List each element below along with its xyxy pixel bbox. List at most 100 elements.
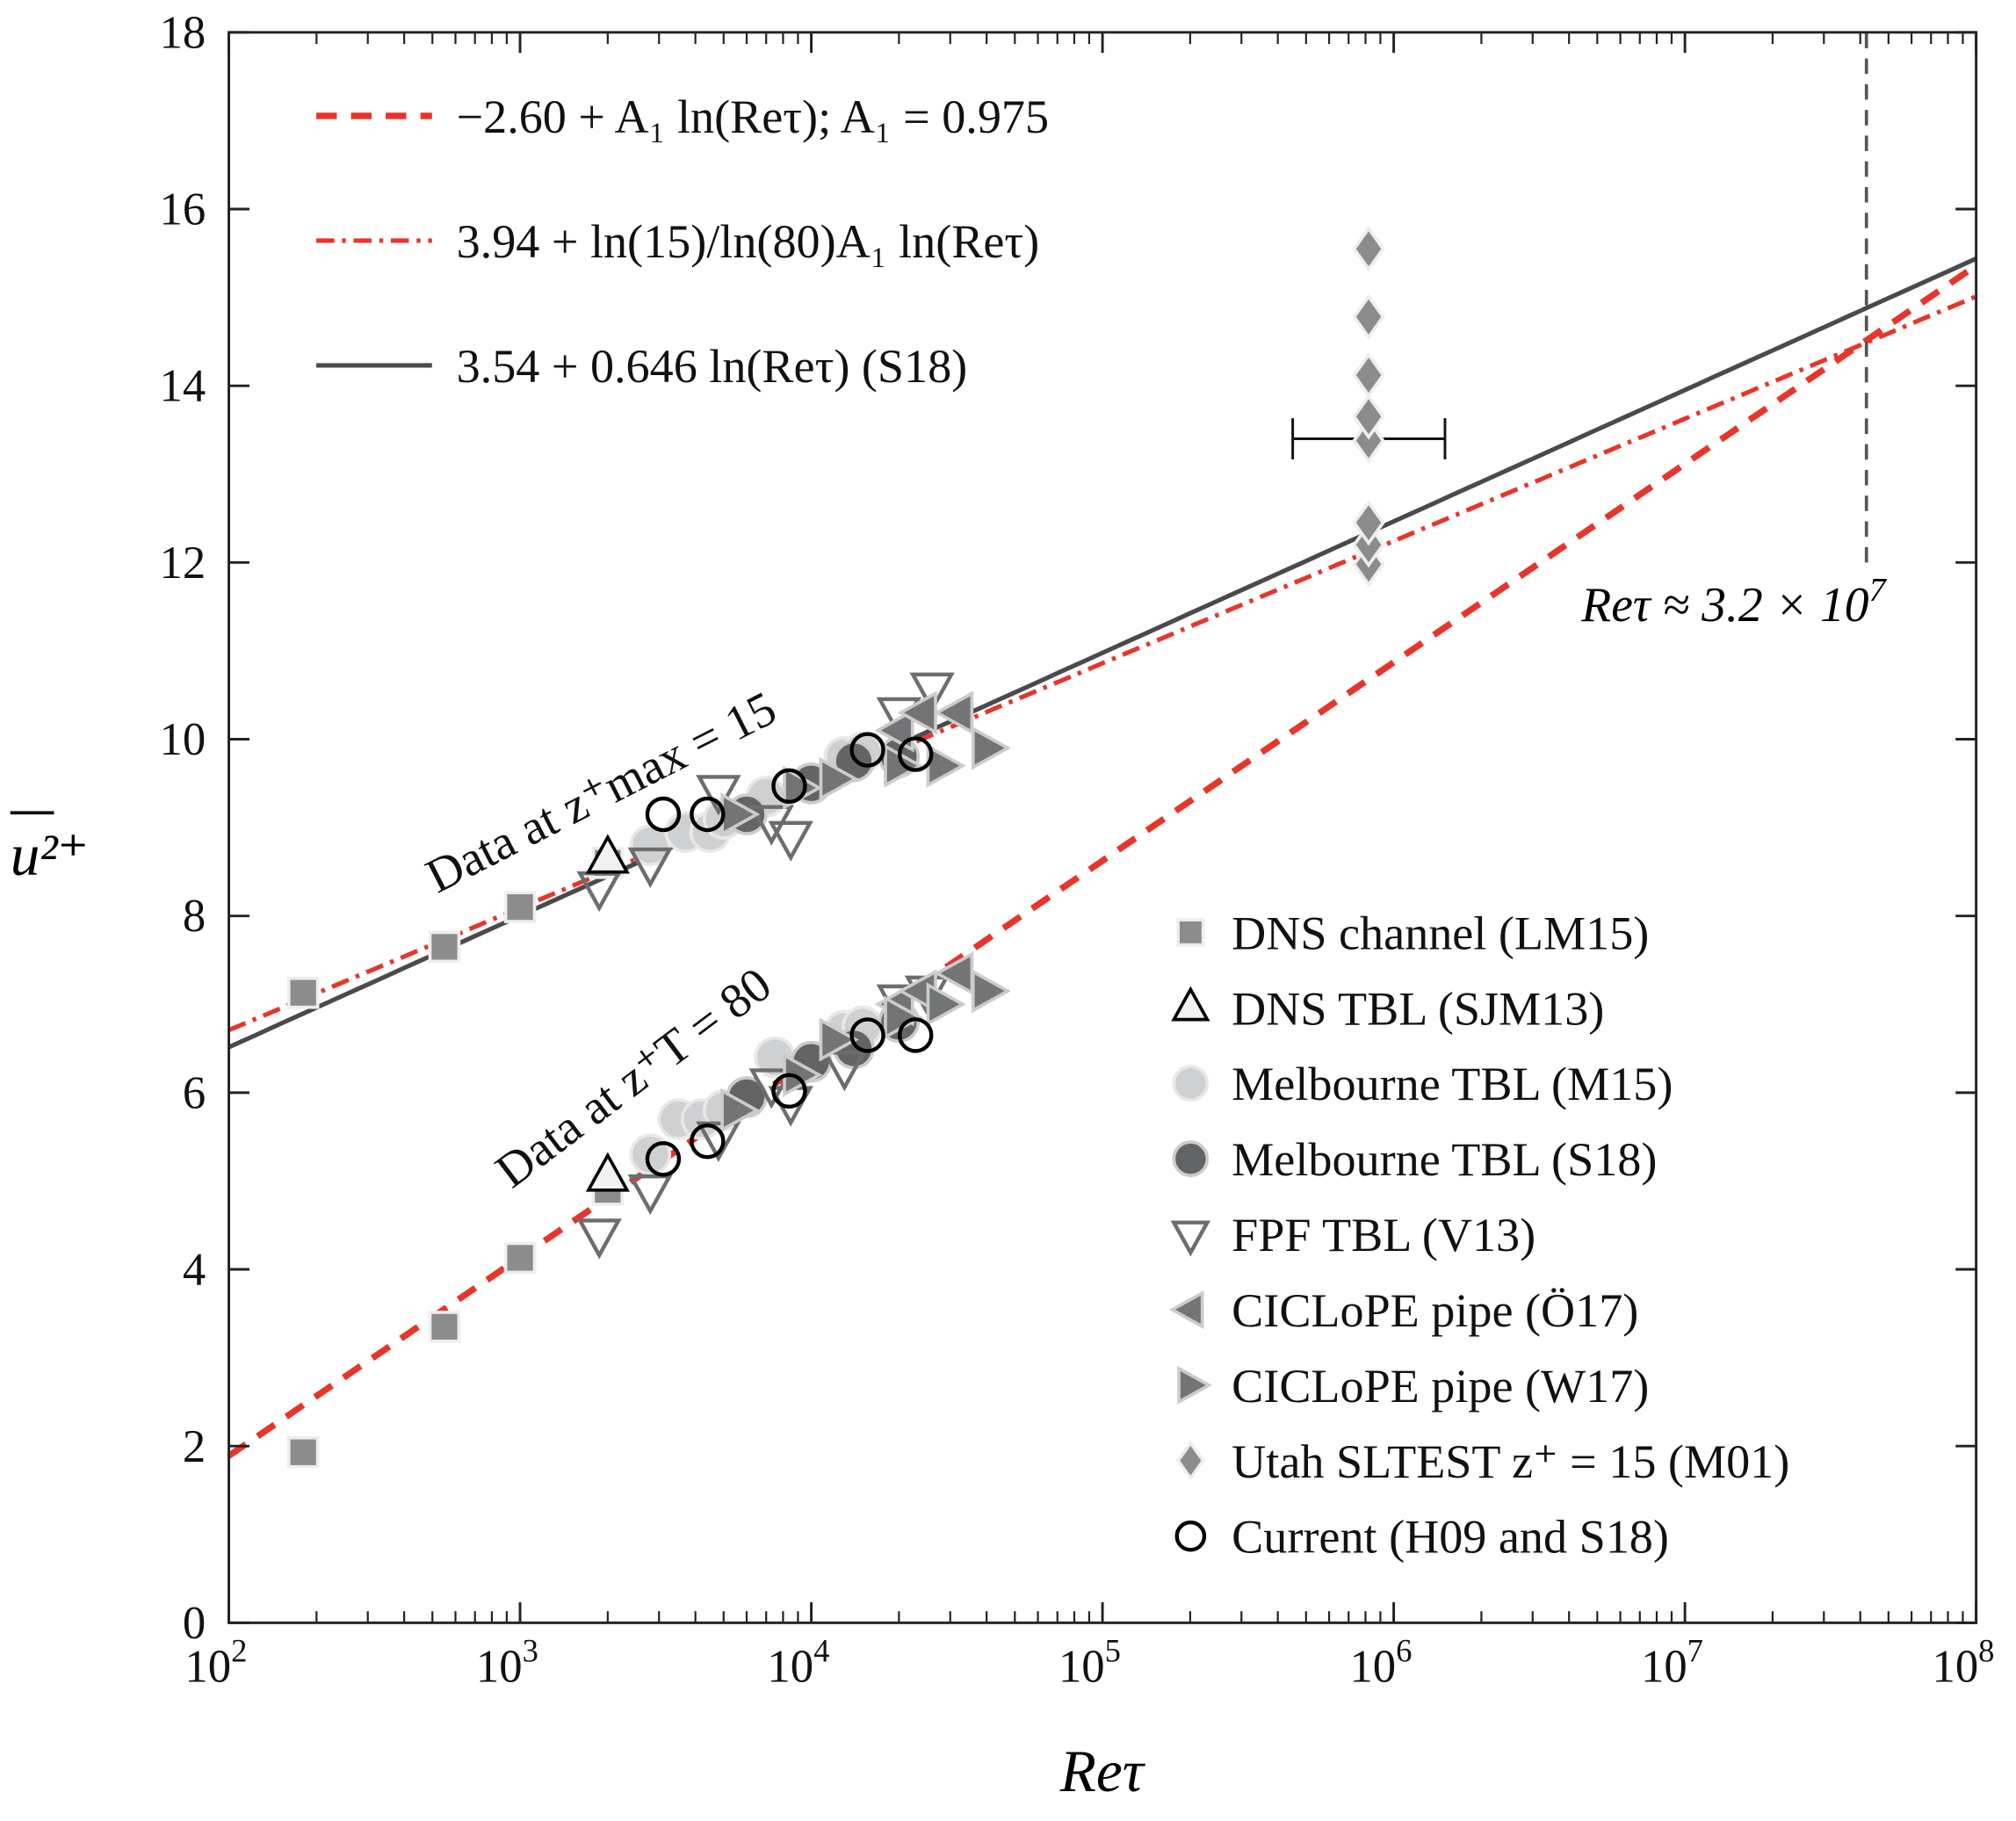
- data-point-diamond: [1352, 351, 1385, 399]
- data-point-open-circle: [645, 1141, 682, 1177]
- data-point-open-circle: [849, 732, 885, 768]
- legend-marker-item: DNS TBL (SJM13): [1171, 982, 1604, 1035]
- legend-marker-circle: [1172, 1065, 1210, 1102]
- data-point-tri-right: [926, 743, 966, 788]
- data-point-tri-down: [627, 847, 673, 888]
- x-tick-label: 104: [767, 1632, 829, 1692]
- legend-marker-tri-up: [1171, 986, 1210, 1022]
- x-tick-label: 106: [1349, 1632, 1412, 1692]
- data-point-tri-down: [627, 1174, 673, 1216]
- data-point-tri-right: [926, 982, 966, 1027]
- legend-marker-item: Utah SLTEST z⁺ = 15 (M01): [1175, 1435, 1789, 1488]
- x-tick-label: 102: [184, 1632, 247, 1692]
- legend-marker-open-circle: [1174, 1520, 1207, 1552]
- data-point-diamond: [1352, 499, 1385, 546]
- legend-line-label: −2.60 + A₁ ln(Reτ); A₁ = 0.975: [457, 90, 1049, 143]
- data-point-open-circle: [690, 796, 726, 833]
- data-point-open-circle: [849, 1017, 885, 1053]
- vline-label: Reτ ≈ 3.2 × 107: [1580, 572, 1887, 632]
- data-point-tri-down: [696, 775, 741, 816]
- legend-lines: −2.60 + A₁ ln(Reτ); A₁ = 0.975 3.94 + ln(…: [316, 90, 1049, 393]
- y-tick-label: 10: [159, 714, 206, 765]
- legend-line-item: 3.54 + 0.646 ln(Reτ) (S18): [316, 340, 967, 393]
- data-point-tri-left: [874, 708, 914, 753]
- legend-marker-tri-right: [1177, 1365, 1213, 1405]
- series-tri-up: [585, 834, 630, 1192]
- data-points: [286, 226, 1385, 1469]
- data-point-open-circle: [645, 796, 682, 833]
- legend-marker-item: DNS channel (LM15): [1176, 907, 1649, 959]
- x-tick-label: 107: [1641, 1632, 1703, 1692]
- legend-line-label: 3.94 + ln(15)/ln(80)A₁ ln(Reτ): [457, 215, 1040, 268]
- y-tick-label: 2: [183, 1421, 206, 1472]
- data-point-open-circle: [898, 1017, 934, 1053]
- legend-marker-item: FPF TBL (V13): [1170, 1209, 1535, 1261]
- legend-marker-diamond: [1175, 1440, 1205, 1481]
- data-point-tri-right: [971, 726, 1012, 770]
- series-diamond: [1352, 226, 1385, 588]
- legend-marker-label: DNS channel (LM15): [1232, 907, 1649, 959]
- data-point-diamond: [1352, 394, 1385, 440]
- data-point-tri-left: [934, 690, 974, 735]
- data-point-open-circle: [771, 1073, 807, 1109]
- data-point-square: [503, 891, 537, 923]
- legend-marker-item: Melbourne TBL (M15): [1172, 1058, 1673, 1110]
- legend-line-item: 3.94 + ln(15)/ln(80)A₁ ln(Reτ): [316, 215, 1039, 268]
- legend-marker-square: [1176, 918, 1205, 947]
- legend-marker-label: FPF TBL (V13): [1232, 1209, 1535, 1261]
- y-tick-label: 0: [183, 1598, 206, 1649]
- y-tick-label: 14: [159, 361, 206, 412]
- data-point-diamond: [1352, 226, 1385, 272]
- legend-marker-label: Utah SLTEST z⁺ = 15 (M01): [1232, 1435, 1789, 1488]
- data-point-tri-up: [585, 1152, 630, 1192]
- y-tick-label: 4: [183, 1245, 206, 1296]
- legend-marker-item: Current (H09 and S18): [1174, 1511, 1669, 1564]
- fit-line-2: [228, 294, 1977, 1032]
- legend-line-label: 3.54 + 0.646 ln(Reτ) (S18): [457, 340, 968, 393]
- data-point-diamond: [1352, 293, 1385, 340]
- data-point-open-circle: [690, 1123, 726, 1160]
- x-tick-label: 108: [1932, 1632, 1994, 1692]
- legend-line-item: −2.60 + A₁ ln(Reτ); A₁ = 0.975: [316, 90, 1049, 143]
- x-tick-label: 103: [476, 1632, 538, 1692]
- data-point-tri-down: [576, 1218, 622, 1260]
- x-axis-label: Reτ: [1059, 1738, 1146, 1804]
- data-point-square: [428, 1311, 461, 1343]
- svg-text:u²⁺: u²⁺: [11, 822, 89, 888]
- data-point-tri-down: [909, 672, 955, 713]
- data-point-open-circle: [898, 736, 934, 772]
- legend-marker-tri-down: [1170, 1220, 1211, 1257]
- legend-marker-label: CICLoPE pipe (Ö17): [1232, 1284, 1638, 1337]
- x-tick-label: 105: [1059, 1632, 1121, 1692]
- legend-marker-item: Melbourne TBL (S18): [1172, 1133, 1657, 1186]
- data-point-open-circle: [771, 768, 807, 805]
- series-open-circle: [645, 732, 934, 1177]
- y-tick-label: 16: [159, 184, 206, 235]
- legend-marker-label: Melbourne TBL (M15): [1232, 1058, 1673, 1110]
- data-point-tri-down: [696, 1121, 741, 1162]
- data-point-tri-down: [768, 820, 813, 862]
- legend-marker-label: CICLoPE pipe (W17): [1232, 1360, 1649, 1413]
- axis-ticks: 102 103 104 105 106 107 108 0 2 4 6 8 10 12 14 16 18: [159, 7, 1994, 1692]
- data-point-square: [503, 1241, 537, 1275]
- y-tick-label: 18: [159, 7, 206, 58]
- data-point-tri-right: [819, 756, 859, 801]
- data-point-tri-up: [585, 834, 630, 874]
- legend-marker-label: DNS TBL (SJM13): [1232, 982, 1604, 1035]
- data-point-diamond: [1352, 417, 1385, 464]
- legend-marker-item: CICLoPE pipe (W17): [1177, 1360, 1649, 1413]
- legend-markers: DNS channel (LM15) DNS TBL (SJM13) Melbour…: [1168, 907, 1789, 1564]
- y-tick-label: 12: [159, 538, 206, 589]
- legend-marker-item: CICLoPE pipe (Ö17): [1168, 1284, 1638, 1337]
- data-point-square: [286, 1435, 320, 1469]
- y-axis-label: u²⁺: [10, 811, 89, 888]
- data-point-tri-right: [819, 1017, 859, 1062]
- data-point-square: [286, 976, 320, 1009]
- data-point-tri-right: [971, 969, 1012, 1014]
- legend-marker-label: Melbourne TBL (S18): [1232, 1133, 1657, 1186]
- legend-marker-tri-left: [1168, 1290, 1204, 1330]
- data-point-tri-down: [821, 1051, 868, 1092]
- y-tick-label: 8: [183, 891, 206, 942]
- y-tick-label: 6: [183, 1067, 206, 1118]
